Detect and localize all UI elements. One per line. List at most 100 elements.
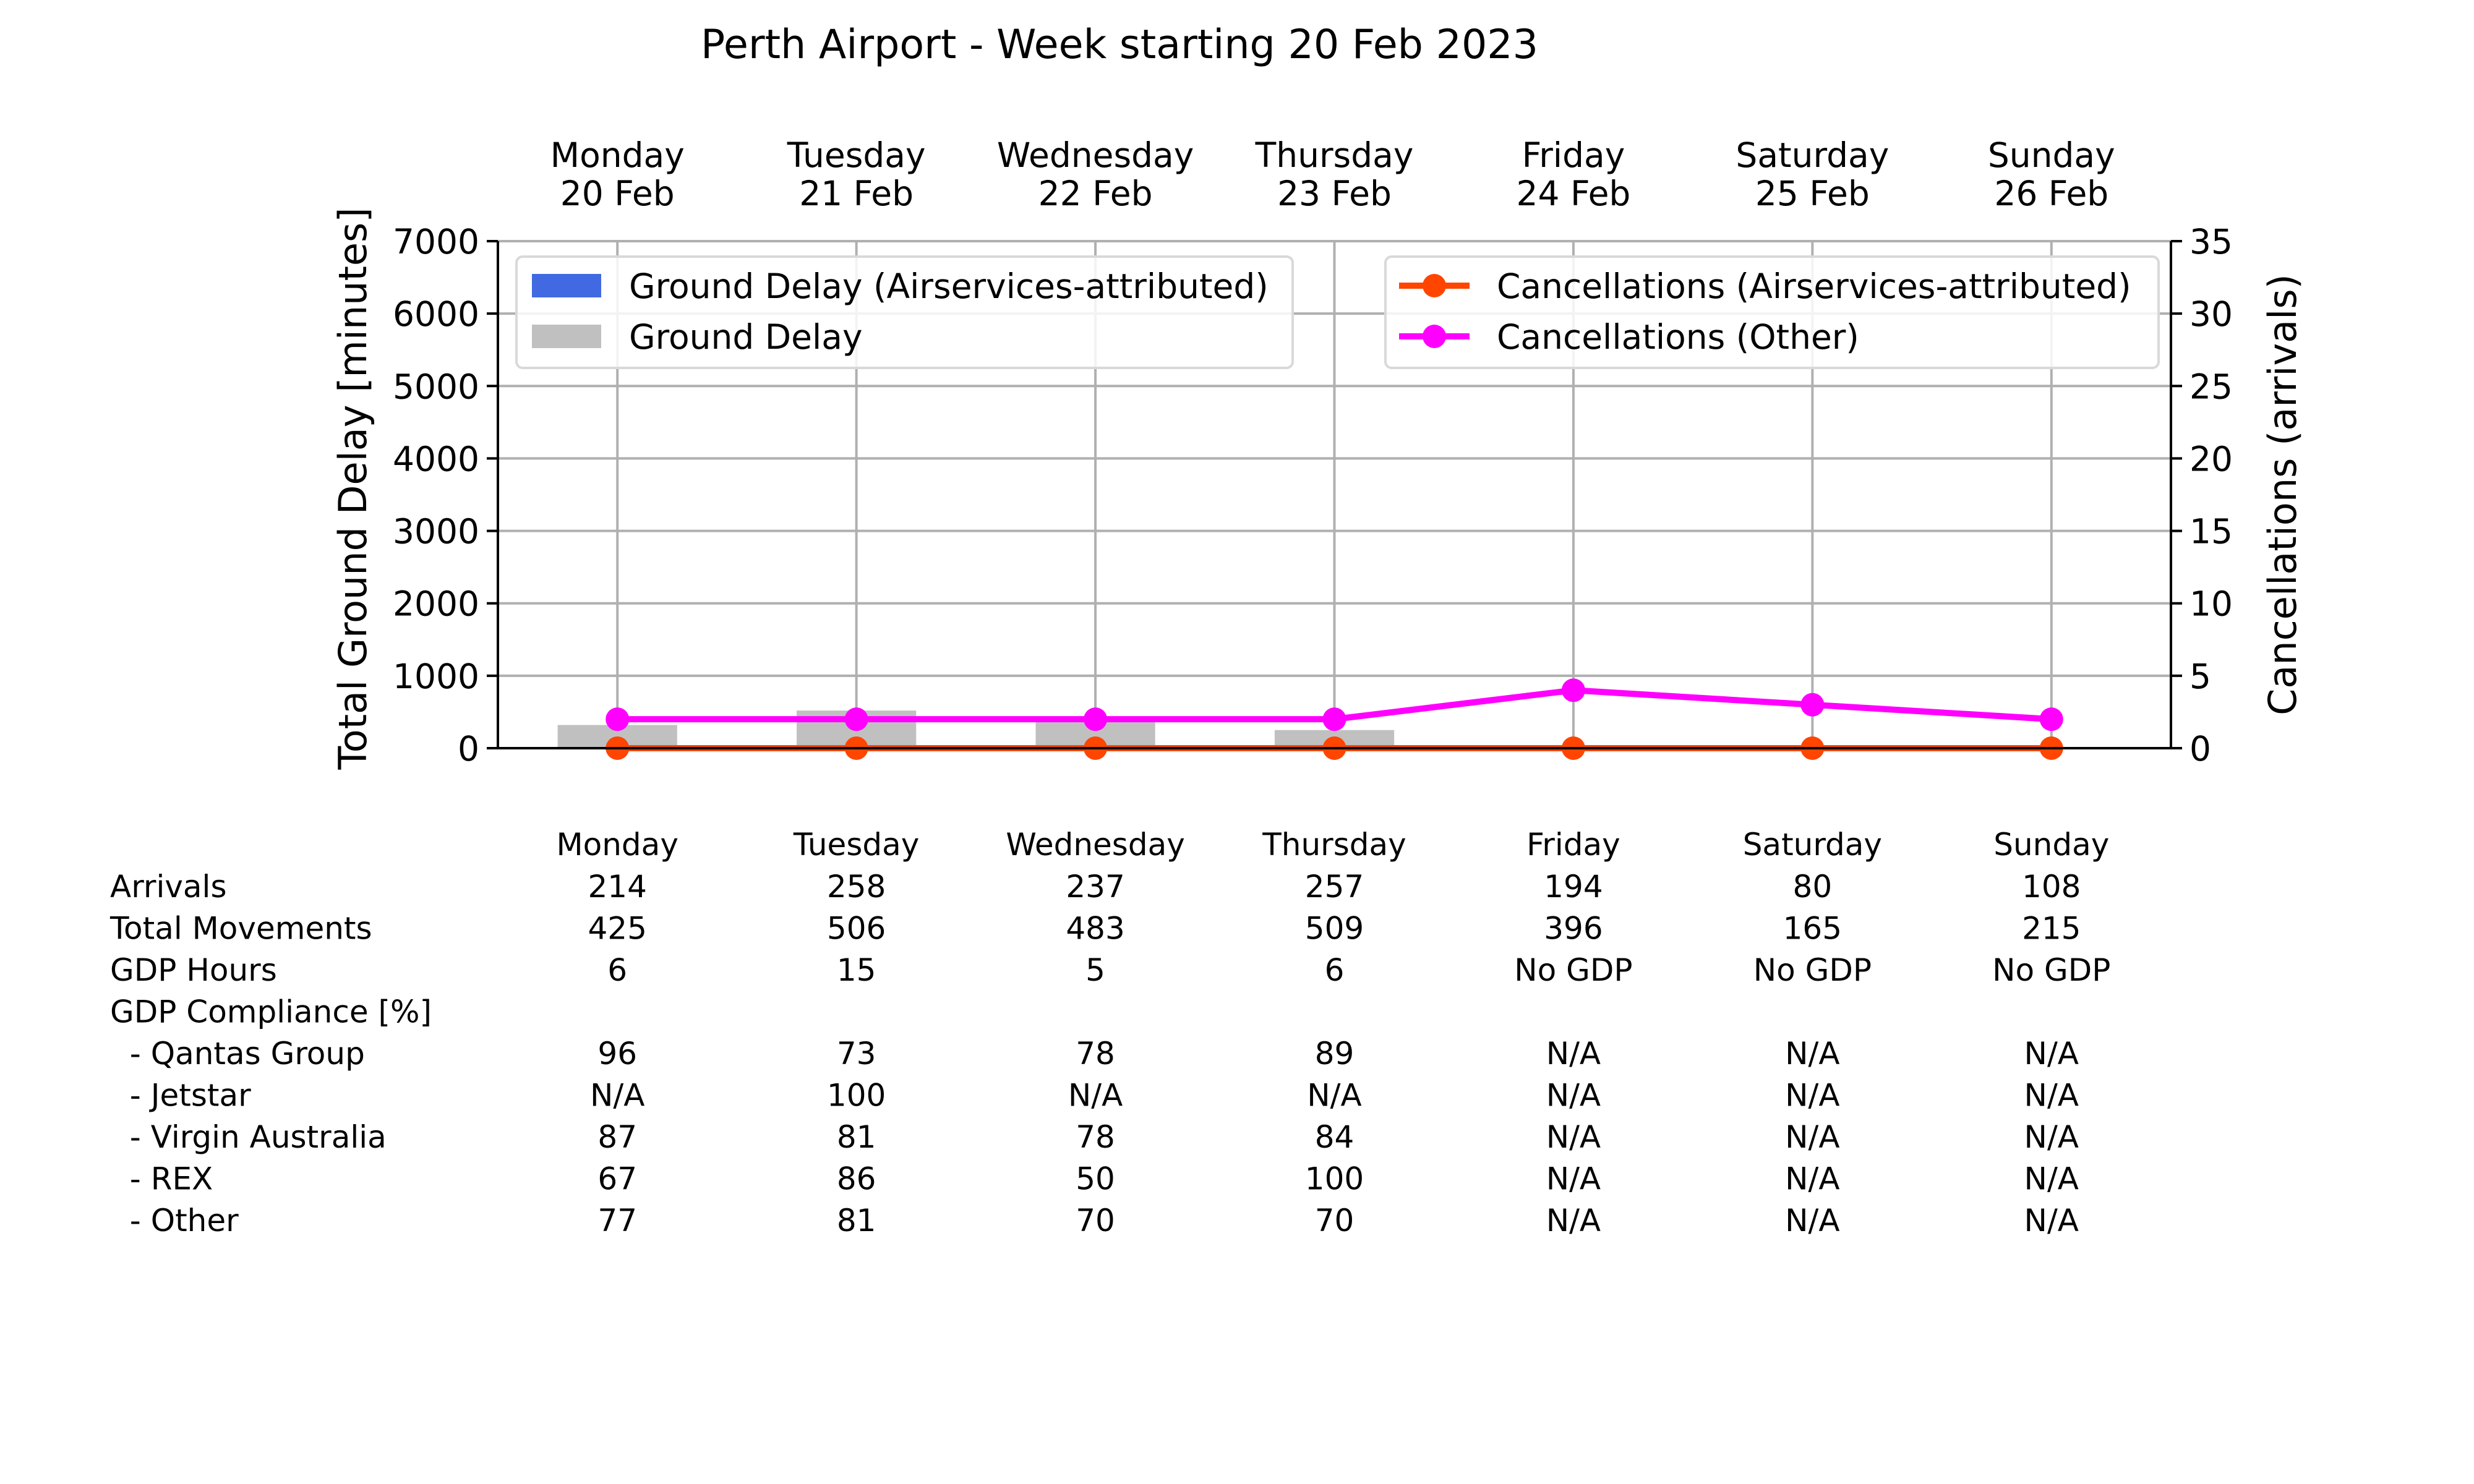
table-cell: N/A [1546,1203,1601,1239]
table-cell: 5 [1085,952,1105,988]
y-tick-label-left: 2000 [393,584,479,624]
table-cell: 80 [1793,869,1833,905]
table-cell: 396 [1544,911,1603,947]
legend-label: Ground Delay [629,317,863,357]
table-cell: N/A [2024,1078,2079,1114]
table-header-cell: Monday [557,827,678,863]
y-tick-label-left: 6000 [393,294,479,334]
table-cell: 86 [837,1161,876,1197]
legend-label: Cancellations (Airservices-attributed) [1497,267,2131,306]
table-cell: 425 [588,911,646,947]
table-row-label: GDP Compliance [%] [110,994,432,1030]
y-axis-label-right: Cancellations (arrivals) [2260,274,2305,715]
table-row-label: GDP Hours [110,952,277,988]
table-cell: 108 [2022,869,2081,905]
y-tick-label-right: 25 [2189,367,2233,406]
table-cell: N/A [1068,1078,1123,1114]
data-point [606,707,630,731]
legend-swatch [532,325,601,348]
y-tick-label-right: 10 [2189,584,2233,624]
legend-right: Cancellations (Airservices-attributed) Ca… [1384,255,2160,369]
table-cell: 73 [837,1036,876,1072]
y-tick-label-right: 0 [2189,729,2211,769]
table-cell: N/A [1785,1036,1839,1072]
table-cell: N/A [1546,1119,1601,1155]
legend-box [1384,255,2160,369]
day-label-date: 23 Feb [1277,174,1392,213]
table-row-label: - REX [110,1161,213,1197]
legend-marker [1423,274,1446,297]
data-point [1800,693,1825,717]
table-cell: 506 [827,911,886,947]
table-cell: 78 [1076,1119,1115,1155]
data-point [1084,707,1108,731]
table-header-cell: Friday [1526,827,1620,863]
day-label-date: 22 Feb [1038,174,1153,213]
table-cell: 483 [1066,911,1124,947]
y-tick-label-left: 1000 [393,657,479,696]
table-cell: 77 [597,1203,637,1239]
table-cell: N/A [2024,1161,2079,1197]
y-tick-label-right: 30 [2189,294,2233,334]
y-tick-label-right: 20 [2189,439,2233,479]
table-cell: N/A [1785,1119,1839,1155]
y-tick-label-right: 35 [2189,222,2233,262]
day-label-date: 21 Feb [799,174,914,213]
table-row-label: Arrivals [110,869,227,905]
day-label-date: 24 Feb [1516,174,1630,213]
table-cell: N/A [2024,1036,2079,1072]
table-row-label: Total Movements [109,911,372,947]
legend-left: Ground Delay (Airservices-attributed) Gro… [515,255,1294,369]
day-label-name: Thursday [1255,135,1414,175]
y-ticks-left: 0 1000 2000 3000 4000 5000 6000 7000 [393,222,498,769]
table-cell: 257 [1305,869,1364,905]
data-point [1561,678,1585,702]
y-tick-label-left: 3000 [393,512,479,552]
table-cell: 258 [827,869,886,905]
table-cell: 214 [588,869,646,905]
table-cell: N/A [2024,1203,2079,1239]
table-cell: 81 [837,1203,876,1239]
table-cell: N/A [1307,1078,1361,1114]
table-cell: 89 [1315,1036,1355,1072]
table-row-label: - Qantas Group [110,1036,365,1072]
table-cell: No GDP [1992,952,2110,988]
table-cell: 100 [1305,1161,1364,1197]
table-header-cell: Saturday [1743,827,1882,863]
axes [497,241,2172,749]
table-cell: 165 [1783,911,1842,947]
chart-title: Perth Airport - Week starting 20 Feb 202… [701,22,1538,68]
table-cell: No GDP [1753,952,1872,988]
y-tick-label-right: 15 [2189,512,2233,552]
table-cell: 70 [1315,1203,1355,1239]
day-label-date: 25 Feb [1755,174,1870,213]
table-row-label: - Jetstar [110,1078,251,1114]
table-cell: N/A [1785,1203,1839,1239]
table-cell: 67 [597,1161,637,1197]
legend-label: Ground Delay (Airservices-attributed) [629,267,1269,306]
y-tick-label-left: 5000 [393,367,479,406]
legend-marker [1423,325,1446,348]
table-cell: N/A [590,1078,644,1114]
table-header-cell: Thursday [1262,827,1406,863]
table-cell: 81 [837,1119,876,1155]
day-label-name: Wednesday [997,135,1194,175]
y-ticks-right: 0 5 10 15 20 25 30 35 [2171,222,2233,769]
day-label-name: Monday [550,135,685,175]
data-point [1322,707,1346,731]
legend-swatch [532,274,601,297]
y-tick-label-left: 0 [458,729,479,769]
table-cell: No GDP [1514,952,1632,988]
table-cell: N/A [1546,1036,1601,1072]
table-cell: N/A [1785,1078,1839,1114]
table-cell: 87 [597,1119,637,1155]
day-label-name: Sunday [1988,135,2115,175]
table-header-cell: Wednesday [1006,827,1184,863]
table-cell: 509 [1305,911,1364,947]
y-tick-label-left: 7000 [393,222,479,262]
data-point [2039,707,2063,731]
table-cell: 96 [597,1036,637,1072]
table-cell: 84 [1315,1119,1355,1155]
